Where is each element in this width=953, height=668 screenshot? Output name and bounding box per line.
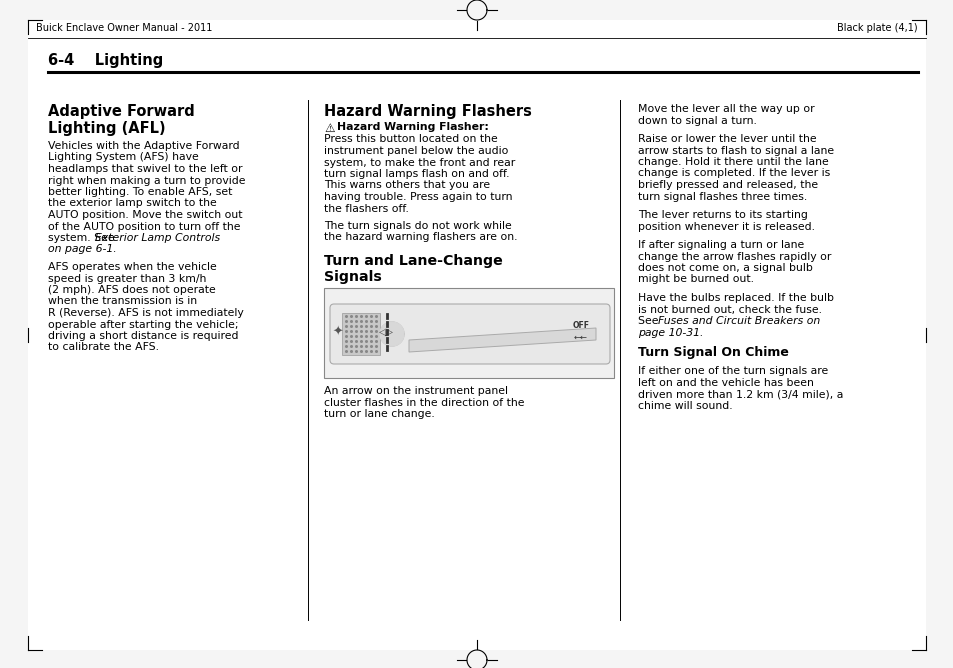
Text: better lighting. To enable AFS, set: better lighting. To enable AFS, set <box>48 187 233 197</box>
Text: Buick Enclave Owner Manual - 2011: Buick Enclave Owner Manual - 2011 <box>36 23 213 33</box>
Text: of the AUTO position to turn off the: of the AUTO position to turn off the <box>48 222 240 232</box>
Text: Hazard Warning Flashers: Hazard Warning Flashers <box>324 104 532 119</box>
Text: arrow starts to flash to signal a lane: arrow starts to flash to signal a lane <box>638 146 833 156</box>
Text: AFS operates when the vehicle: AFS operates when the vehicle <box>48 262 216 272</box>
Text: does not come on, a signal bulb: does not come on, a signal bulb <box>638 263 812 273</box>
Text: briefly pressed and released, the: briefly pressed and released, the <box>638 180 818 190</box>
Text: instrument panel below the audio: instrument panel below the audio <box>324 146 508 156</box>
Text: Move the lever all the way up or: Move the lever all the way up or <box>638 104 814 114</box>
Text: left on and the vehicle has been: left on and the vehicle has been <box>638 378 813 388</box>
Text: AUTO position. Move the switch out: AUTO position. Move the switch out <box>48 210 242 220</box>
Text: change is completed. If the lever is: change is completed. If the lever is <box>638 168 829 178</box>
Text: Vehicles with the Adaptive Forward: Vehicles with the Adaptive Forward <box>48 141 239 151</box>
Text: might be burned out.: might be burned out. <box>638 275 753 285</box>
Text: driving a short distance is required: driving a short distance is required <box>48 331 238 341</box>
Text: Turn Signal On Chime: Turn Signal On Chime <box>638 346 788 359</box>
Text: Have the bulbs replaced. If the bulb: Have the bulbs replaced. If the bulb <box>638 293 833 303</box>
Text: turn or lane change.: turn or lane change. <box>324 409 435 419</box>
Text: Lighting System (AFS) have: Lighting System (AFS) have <box>48 152 198 162</box>
Text: If either one of the turn signals are: If either one of the turn signals are <box>638 367 827 377</box>
Text: down to signal a turn.: down to signal a turn. <box>638 116 756 126</box>
Bar <box>324 288 614 378</box>
Text: to calibrate the AFS.: to calibrate the AFS. <box>48 343 159 353</box>
Polygon shape <box>379 322 403 346</box>
Text: is not burned out, check the fuse.: is not burned out, check the fuse. <box>638 305 821 315</box>
Text: when the transmission is in: when the transmission is in <box>48 297 197 307</box>
Text: cluster flashes in the direction of the: cluster flashes in the direction of the <box>324 397 524 407</box>
Text: Adaptive Forward: Adaptive Forward <box>48 104 194 119</box>
Text: Turn and Lane-Change: Turn and Lane-Change <box>324 254 502 268</box>
Text: page 10-31.: page 10-31. <box>638 327 702 337</box>
Text: The lever returns to its starting: The lever returns to its starting <box>638 210 807 220</box>
Text: If after signaling a turn or lane: If after signaling a turn or lane <box>638 240 803 250</box>
Text: system. See: system. See <box>48 233 118 243</box>
Text: turn signal flashes three times.: turn signal flashes three times. <box>638 192 806 202</box>
Text: This warns others that you are: This warns others that you are <box>324 180 490 190</box>
Bar <box>341 313 379 355</box>
Text: Press this button located on the: Press this button located on the <box>324 134 497 144</box>
Text: the hazard warning flashers are on.: the hazard warning flashers are on. <box>324 232 517 242</box>
Text: Hazard Warning Flasher:: Hazard Warning Flasher: <box>336 122 488 132</box>
Text: system, to make the front and rear: system, to make the front and rear <box>324 158 515 168</box>
Text: The turn signals do not work while: The turn signals do not work while <box>324 221 511 231</box>
Text: speed is greater than 3 km/h: speed is greater than 3 km/h <box>48 273 206 283</box>
Text: on page 6-1.: on page 6-1. <box>48 244 116 255</box>
Text: change the arrow flashes rapidly or: change the arrow flashes rapidly or <box>638 251 830 261</box>
Text: having trouble. Press again to turn: having trouble. Press again to turn <box>324 192 512 202</box>
Polygon shape <box>409 328 596 352</box>
Text: Signals: Signals <box>324 270 381 284</box>
Text: right when making a turn to provide: right when making a turn to provide <box>48 176 245 186</box>
Text: the exterior lamp switch to the: the exterior lamp switch to the <box>48 198 216 208</box>
Text: ✦: ✦ <box>333 325 343 339</box>
Text: Raise or lower the lever until the: Raise or lower the lever until the <box>638 134 816 144</box>
Text: OFF: OFF <box>572 321 589 331</box>
FancyBboxPatch shape <box>330 304 609 364</box>
Text: chime will sound.: chime will sound. <box>638 401 732 411</box>
Text: headlamps that swivel to the left or: headlamps that swivel to the left or <box>48 164 242 174</box>
Text: (2 mph). AFS does not operate: (2 mph). AFS does not operate <box>48 285 215 295</box>
Text: the flashers off.: the flashers off. <box>324 204 409 214</box>
Text: 6-4    Lighting: 6-4 Lighting <box>48 53 163 68</box>
Text: Fuses and Circuit Breakers on: Fuses and Circuit Breakers on <box>658 316 820 326</box>
Text: operable after starting the vehicle;: operable after starting the vehicle; <box>48 319 238 329</box>
Text: Lighting (AFL): Lighting (AFL) <box>48 121 166 136</box>
Text: ⚠: ⚠ <box>324 122 335 135</box>
Text: Exterior Lamp Controls: Exterior Lamp Controls <box>95 233 220 243</box>
Text: See: See <box>638 316 661 326</box>
Text: position whenever it is released.: position whenever it is released. <box>638 222 814 232</box>
Text: An arrow on the instrument panel: An arrow on the instrument panel <box>324 386 507 396</box>
Text: ←←: ←← <box>574 333 587 341</box>
Text: Black plate (4,1): Black plate (4,1) <box>837 23 917 33</box>
Text: ◁▷: ◁▷ <box>378 327 393 337</box>
Text: R (Reverse). AFS is not immediately: R (Reverse). AFS is not immediately <box>48 308 244 318</box>
Text: driven more than 1.2 km (3/4 mile), a: driven more than 1.2 km (3/4 mile), a <box>638 389 842 399</box>
Text: turn signal lamps flash on and off.: turn signal lamps flash on and off. <box>324 169 509 179</box>
Text: change. Hold it there until the lane: change. Hold it there until the lane <box>638 157 828 167</box>
